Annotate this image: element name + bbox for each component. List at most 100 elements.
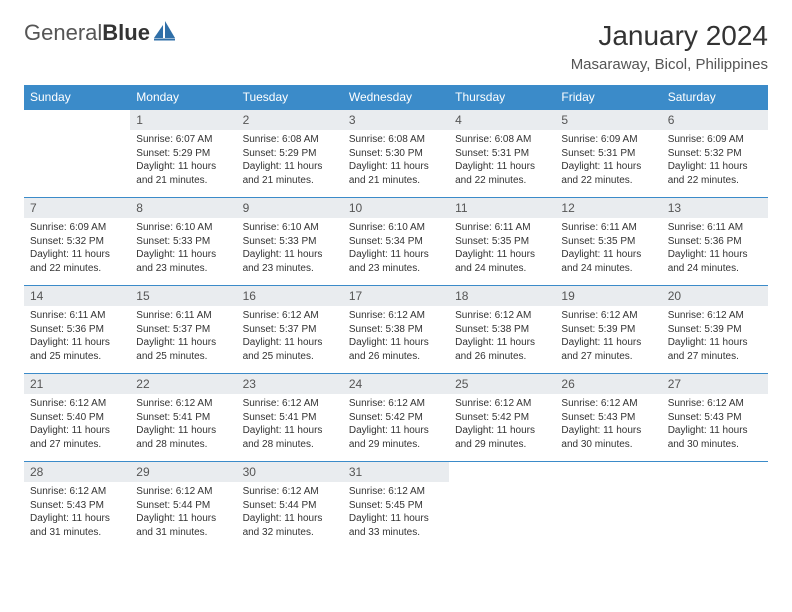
sunset-line: Sunset: 5:41 PM <box>136 411 230 425</box>
sunrise-line: Sunrise: 6:12 AM <box>561 309 655 323</box>
day-number: 10 <box>343 198 449 218</box>
weekday-header: Thursday <box>449 85 555 110</box>
day-body: Sunrise: 6:08 AMSunset: 5:30 PMDaylight:… <box>343 130 449 197</box>
daylight-line: Daylight: 11 hours and 23 minutes. <box>136 248 230 275</box>
calendar-cell: 24Sunrise: 6:12 AMSunset: 5:42 PMDayligh… <box>343 374 449 462</box>
day-number: 2 <box>237 110 343 130</box>
daylight-line: Daylight: 11 hours and 23 minutes. <box>243 248 337 275</box>
calendar-cell: 27 Sunrise: 6:12 AMSunset: 5:43 PMDayligh… <box>662 374 768 462</box>
calendar-cell: 20Sunrise: 6:12 AMSunset: 5:39 PMDayligh… <box>662 286 768 374</box>
daylight-line: Daylight: 11 hours and 22 minutes. <box>668 160 762 187</box>
daylight-line: Daylight: 11 hours and 30 minutes. <box>668 424 762 451</box>
sunset-line: Sunset: 5:35 PM <box>561 235 655 249</box>
day-number: 8 <box>130 198 236 218</box>
day-number: 20 <box>662 286 768 306</box>
daylight-line: Daylight: 11 hours and 30 minutes. <box>561 424 655 451</box>
day-number: 7 <box>24 198 130 218</box>
calendar-cell: 15Sunrise: 6:11 AMSunset: 5:37 PMDayligh… <box>130 286 236 374</box>
sunrise-line: Sunrise: 6:10 AM <box>136 221 230 235</box>
day-body: Sunrise: 6:11 AMSunset: 5:36 PMDaylight:… <box>24 306 130 373</box>
sunset-line: Sunset: 5:42 PM <box>455 411 549 425</box>
calendar-cell: 4Sunrise: 6:08 AMSunset: 5:31 PMDaylight… <box>449 110 555 198</box>
daylight-line: Daylight: 11 hours and 31 minutes. <box>30 512 124 539</box>
sunset-line: Sunset: 5:40 PM <box>30 411 124 425</box>
sunrise-line: Sunrise: 6:11 AM <box>561 221 655 235</box>
calendar-row: 7Sunrise: 6:09 AMSunset: 5:32 PMDaylight… <box>24 198 768 286</box>
weekday-header: Monday <box>130 85 236 110</box>
sunset-line: Sunset: 5:43 PM <box>668 411 762 425</box>
sunrise-line: Sunrise: 6:11 AM <box>136 309 230 323</box>
daylight-line: Daylight: 11 hours and 22 minutes. <box>561 160 655 187</box>
weekday-header: Sunday <box>24 85 130 110</box>
weekday-header: Friday <box>555 85 661 110</box>
day-body: Sunrise: 6:12 AMSunset: 5:41 PMDaylight:… <box>237 394 343 461</box>
daylight-line: Daylight: 11 hours and 24 minutes. <box>668 248 762 275</box>
day-body: Sunrise: 6:12 AMSunset: 5:38 PMDaylight:… <box>449 306 555 373</box>
day-number: 27 <box>662 374 768 394</box>
daylight-line: Daylight: 11 hours and 26 minutes. <box>349 336 443 363</box>
day-body <box>555 482 661 544</box>
sunset-line: Sunset: 5:38 PM <box>455 323 549 337</box>
calendar-head: SundayMondayTuesdayWednesdayThursdayFrid… <box>24 85 768 110</box>
sunrise-line: Sunrise: 6:11 AM <box>455 221 549 235</box>
sunrise-line: Sunrise: 6:11 AM <box>30 309 124 323</box>
calendar-cell: 25Sunrise: 6:12 AMSunset: 5:42 PMDayligh… <box>449 374 555 462</box>
day-body: Sunrise: 6:08 AMSunset: 5:31 PMDaylight:… <box>449 130 555 197</box>
calendar-cell: 23Sunrise: 6:12 AMSunset: 5:41 PMDayligh… <box>237 374 343 462</box>
sunset-line: Sunset: 5:36 PM <box>30 323 124 337</box>
daylight-line: Daylight: 11 hours and 21 minutes. <box>136 160 230 187</box>
day-body: Sunrise: 6:12 AMSunset: 5:39 PMDaylight:… <box>555 306 661 373</box>
brand-part1: General <box>24 20 102 45</box>
day-number: 19 <box>555 286 661 306</box>
day-body: Sunrise: 6:12 AMSunset: 5:39 PMDaylight:… <box>662 306 768 373</box>
sunrise-line: Sunrise: 6:08 AM <box>243 133 337 147</box>
sunrise-line: Sunrise: 6:12 AM <box>243 309 337 323</box>
brand-part2: Blue <box>102 20 150 45</box>
calendar-cell: 18Sunrise: 6:12 AMSunset: 5:38 PMDayligh… <box>449 286 555 374</box>
day-body: Sunrise: 6:09 AMSunset: 5:32 PMDaylight:… <box>24 218 130 285</box>
sunrise-line: Sunrise: 6:12 AM <box>349 397 443 411</box>
calendar-cell-empty <box>662 462 768 550</box>
month-title: January 2024 <box>571 20 768 52</box>
calendar-cell: 26Sunrise: 6:12 AMSunset: 5:43 PMDayligh… <box>555 374 661 462</box>
sunrise-line: Sunrise: 6:10 AM <box>243 221 337 235</box>
day-number: 14 <box>24 286 130 306</box>
sunset-line: Sunset: 5:43 PM <box>30 499 124 513</box>
sunset-line: Sunset: 5:39 PM <box>561 323 655 337</box>
calendar-cell: 29Sunrise: 6:12 AMSunset: 5:44 PMDayligh… <box>130 462 236 550</box>
daylight-line: Daylight: 11 hours and 28 minutes. <box>136 424 230 451</box>
sunrise-line: Sunrise: 6:12 AM <box>561 397 655 411</box>
calendar-cell: 31Sunrise: 6:12 AMSunset: 5:45 PMDayligh… <box>343 462 449 550</box>
day-number: 4 <box>449 110 555 130</box>
weekday-header: Tuesday <box>237 85 343 110</box>
day-number: 5 <box>555 110 661 130</box>
sunrise-line: Sunrise: 6:07 AM <box>136 133 230 147</box>
sunrise-line: Sunrise: 6:09 AM <box>668 133 762 147</box>
day-number: 18 <box>449 286 555 306</box>
day-body: Sunrise: 6:10 AMSunset: 5:34 PMDaylight:… <box>343 218 449 285</box>
sunrise-line: Sunrise: 6:12 AM <box>668 397 762 411</box>
day-number: 15 <box>130 286 236 306</box>
day-body <box>24 130 130 192</box>
calendar-row: 14Sunrise: 6:11 AMSunset: 5:36 PMDayligh… <box>24 286 768 374</box>
sunset-line: Sunset: 5:42 PM <box>349 411 443 425</box>
day-body: Sunrise: 6:12 AMSunset: 5:45 PMDaylight:… <box>343 482 449 549</box>
sunrise-line: Sunrise: 6:09 AM <box>30 221 124 235</box>
sunrise-line: Sunrise: 6:12 AM <box>455 397 549 411</box>
daylight-line: Daylight: 11 hours and 29 minutes. <box>349 424 443 451</box>
calendar-cell: 22Sunrise: 6:12 AMSunset: 5:41 PMDayligh… <box>130 374 236 462</box>
page-header: GeneralBlue January 2024 Masaraway, Bico… <box>24 20 768 73</box>
day-body: Sunrise: 6:08 AMSunset: 5:29 PMDaylight:… <box>237 130 343 197</box>
day-number: 16 <box>237 286 343 306</box>
daylight-line: Daylight: 11 hours and 32 minutes. <box>243 512 337 539</box>
calendar-cell: 11Sunrise: 6:11 AMSunset: 5:35 PMDayligh… <box>449 198 555 286</box>
day-body <box>662 482 768 544</box>
calendar-cell: 12Sunrise: 6:11 AMSunset: 5:35 PMDayligh… <box>555 198 661 286</box>
sunset-line: Sunset: 5:30 PM <box>349 147 443 161</box>
weekday-header: Saturday <box>662 85 768 110</box>
calendar-row: 1Sunrise: 6:07 AMSunset: 5:29 PMDaylight… <box>24 110 768 198</box>
daylight-line: Daylight: 11 hours and 26 minutes. <box>455 336 549 363</box>
day-body: Sunrise: 6:12 AMSunset: 5:43 PMDaylight:… <box>555 394 661 461</box>
sunset-line: Sunset: 5:36 PM <box>668 235 762 249</box>
sunrise-line: Sunrise: 6:12 AM <box>668 309 762 323</box>
